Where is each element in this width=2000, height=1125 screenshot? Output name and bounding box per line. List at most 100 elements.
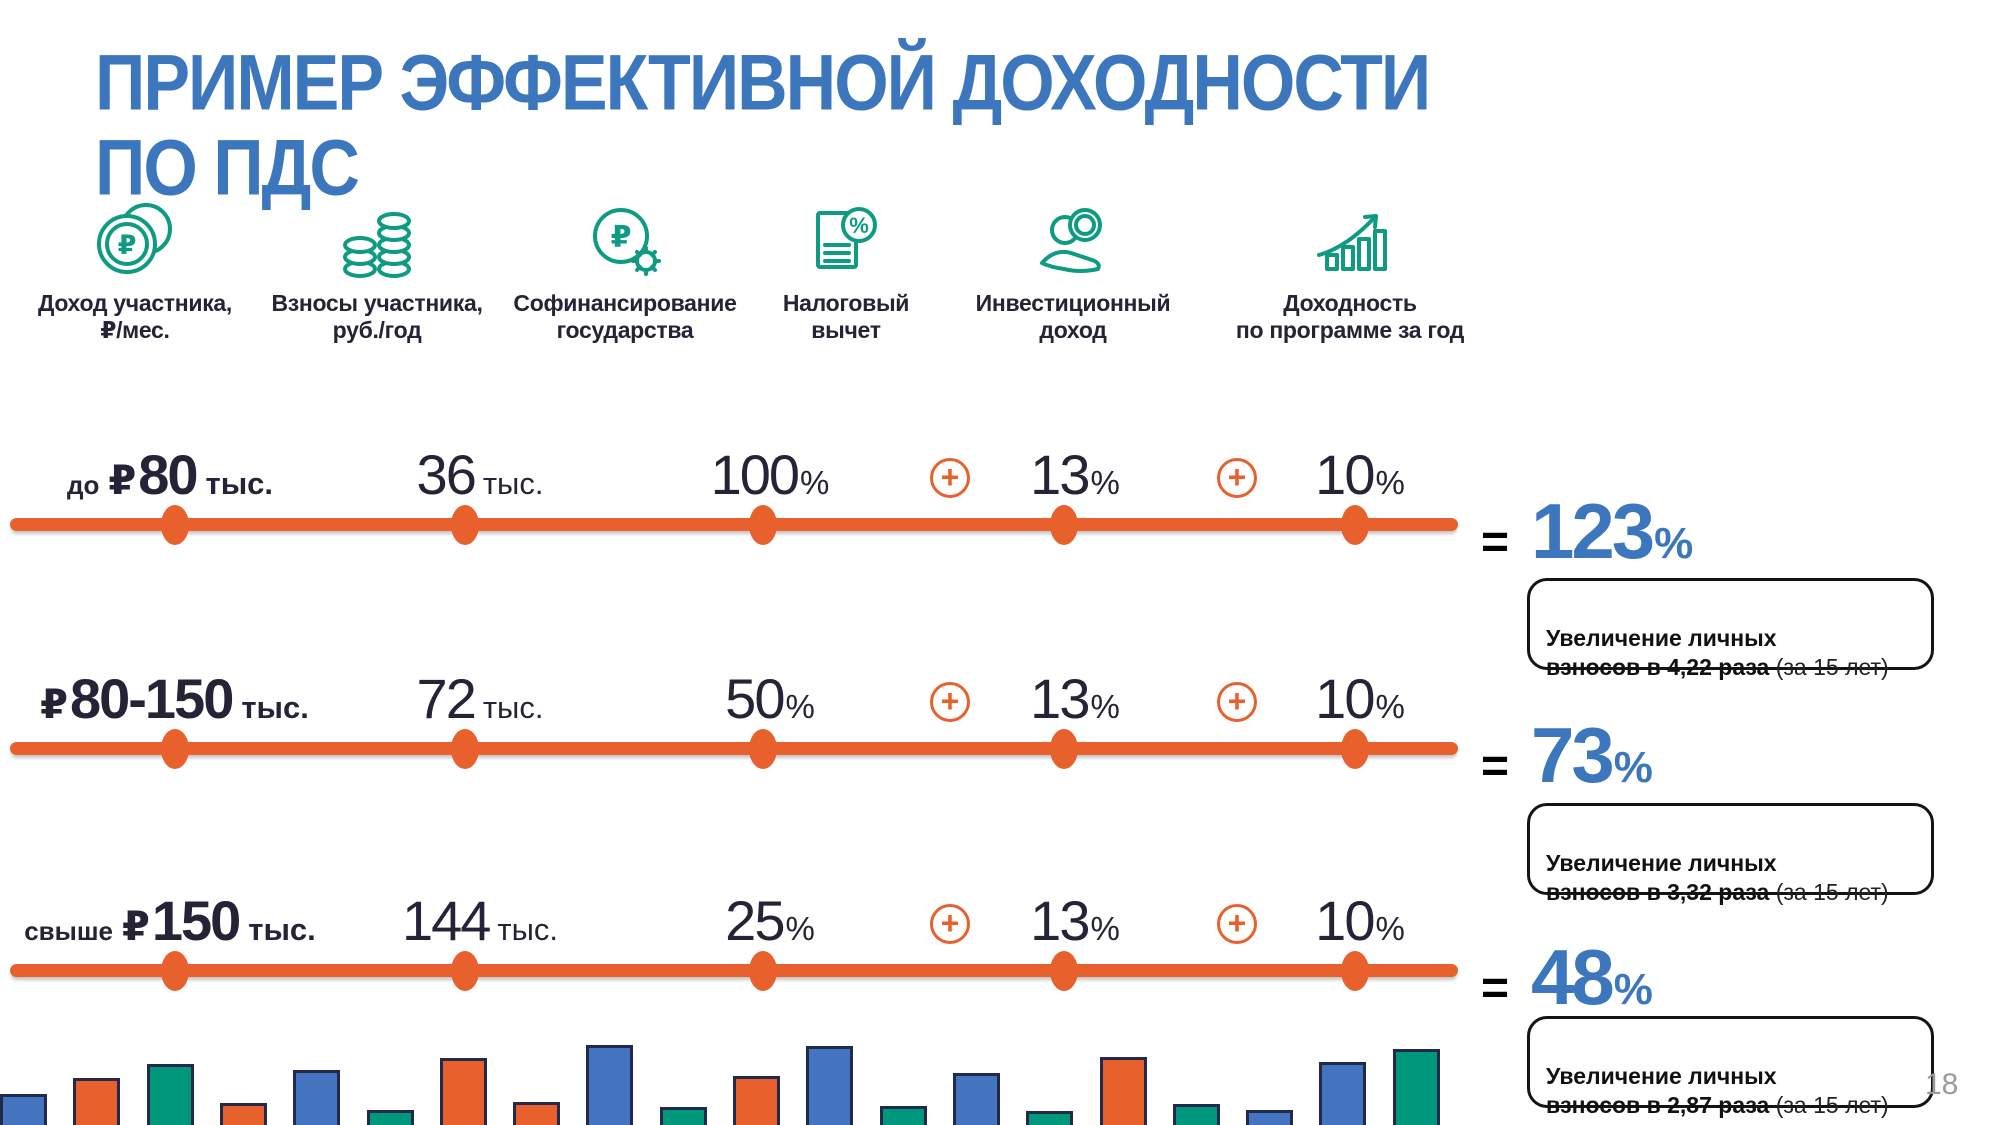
note-box: Увеличение личных взносов в 3,32 раза (з… (1527, 803, 1934, 905)
bottom-bar-chart (0, 1030, 1540, 1125)
ruble-sign: ₽ (121, 905, 150, 949)
timeline-dot (161, 504, 189, 545)
plus-icon: + (930, 458, 970, 498)
column-header-cofinancing: ₽ Софинансирование государства (485, 196, 765, 344)
column-label: Инвестиционный доход (975, 290, 1171, 343)
investment-value: 10% (1315, 443, 1405, 506)
tax-deduction-value: 13% (1030, 667, 1120, 730)
contribution-value: 72 тыс. (416, 667, 544, 730)
decorative-bar (733, 1076, 780, 1125)
timeline-dot (749, 728, 777, 769)
timeline (10, 504, 1458, 545)
decorative-bar (880, 1106, 927, 1125)
equals-sign: = (1481, 740, 1510, 793)
state-cofinancing-icon: ₽ (485, 196, 765, 288)
result-value: 123 (1531, 487, 1655, 575)
equals-sign: = (1481, 516, 1510, 569)
program-return-icon (1210, 196, 1490, 288)
column-header-return: Доходность по программе за год (1210, 196, 1490, 344)
decorative-bar (367, 1110, 414, 1125)
plus-icon: + (930, 682, 970, 722)
plus-icon: + (930, 904, 970, 944)
timeline-dot (1050, 728, 1078, 769)
income-label: ₽80-150 тыс. (40, 667, 309, 730)
cofinancing-value: 25% (725, 889, 815, 952)
title-line-2: ПО ПДС (95, 124, 360, 212)
timeline-dot (1341, 950, 1369, 991)
svg-text:₽: ₽ (118, 230, 137, 260)
ruble-sign: ₽ (108, 459, 137, 503)
ruble-sign: ₽ (40, 683, 68, 727)
decorative-bar (1100, 1057, 1147, 1125)
timeline-dot (1341, 504, 1369, 545)
decorative-bar (440, 1058, 487, 1125)
page-number: 18 (1925, 1068, 1959, 1101)
decorative-bar (953, 1073, 1000, 1125)
plus-icon: + (1217, 682, 1257, 722)
decorative-bar (1319, 1062, 1366, 1125)
decorative-bar (293, 1070, 340, 1125)
page-title: ПРИМЕР ЭФФЕКТИВНОЙ ДОХОДНОСТИ ПО ПДС (95, 38, 1431, 212)
column-label: Налоговый вычет (782, 290, 910, 343)
svg-text:%: % (849, 213, 869, 238)
timeline-dot (161, 728, 189, 769)
column-label: Доход участника, ₽/мес. (37, 290, 232, 343)
contribution-value: 36 тыс. (416, 443, 544, 506)
timeline (10, 728, 1458, 769)
data-row-income-over-150: свыше ₽150 тыс. 144 тыс. 25% + 13% + 10% = … (0, 876, 2000, 1086)
timeline-dot (161, 950, 189, 991)
timeline-dot (451, 728, 479, 769)
participant-income-coins-icon: ₽ (0, 196, 275, 288)
investment-income-icon (933, 196, 1213, 288)
decorative-bar (586, 1045, 633, 1125)
column-label: Взносы участника, руб./год (271, 290, 483, 343)
contribution-value: 144 тыс. (401, 889, 559, 952)
result-value: 48 (1531, 933, 1615, 1021)
note-box: Увеличение личных взносов в 4,22 раза (з… (1527, 578, 1934, 680)
decorative-bar (1246, 1110, 1293, 1125)
decorative-bar (0, 1094, 47, 1125)
result-value: 73 (1531, 711, 1615, 799)
timeline-dot (749, 950, 777, 991)
cofinancing-value: 100% (710, 443, 830, 506)
timeline-dot (1050, 504, 1078, 545)
data-row-income-up-to-80: до ₽80 тыс. 36 тыс. 100% + 13% + 10% = 123 … (0, 430, 2000, 640)
data-row-income-80-150: ₽80-150 тыс. 72 тыс. 50% + 13% + 10% = 73 … (0, 654, 2000, 864)
timeline-dot (451, 950, 479, 991)
note-box: Увеличение личных взносов в 2,87 раза (з… (1527, 1016, 1934, 1118)
contributions-coin-stacks-icon (237, 196, 517, 288)
decorative-bar (806, 1046, 853, 1125)
income-label: свыше ₽150 тыс. (24, 889, 316, 952)
decorative-bar (660, 1107, 707, 1125)
plus-icon: + (1217, 458, 1257, 498)
tax-deduction-value: 13% (1030, 443, 1120, 506)
title-line-1: ПРИМЕР ЭФФЕКТИВНОЙ ДОХОДНОСТИ (95, 38, 1431, 127)
decorative-bar (1393, 1049, 1440, 1125)
column-header-investment: Инвестиционный доход (933, 196, 1213, 344)
timeline-dot (1050, 950, 1078, 991)
timeline (10, 950, 1458, 991)
decorative-bar (147, 1064, 194, 1125)
tax-deduction-value: 13% (1030, 889, 1120, 952)
column-label: Софинансирование государства (513, 290, 737, 343)
decorative-bar (73, 1078, 120, 1125)
result: = 48 % (1481, 933, 1653, 1021)
result: = 73 % (1481, 711, 1653, 799)
decorative-bar (220, 1103, 267, 1125)
cofinancing-value: 50% (725, 667, 815, 730)
column-header-income: ₽ Доход участника, ₽/мес. (0, 196, 275, 344)
svg-text:₽: ₽ (611, 221, 632, 254)
column-label: Доходность по программе за год (1235, 290, 1465, 343)
timeline-dot (451, 504, 479, 545)
column-header-contributions: Взносы участника, руб./год (237, 196, 517, 344)
column-header-tax: % Налоговый вычет (706, 196, 986, 344)
decorative-bar (513, 1102, 560, 1125)
timeline-dot (1341, 728, 1369, 769)
decorative-bar (1173, 1104, 1220, 1125)
timeline-dot (749, 504, 777, 545)
plus-icon: + (1217, 904, 1257, 944)
investment-value: 10% (1315, 889, 1405, 952)
result: = 123 % (1481, 487, 1694, 575)
equals-sign: = (1481, 962, 1510, 1015)
